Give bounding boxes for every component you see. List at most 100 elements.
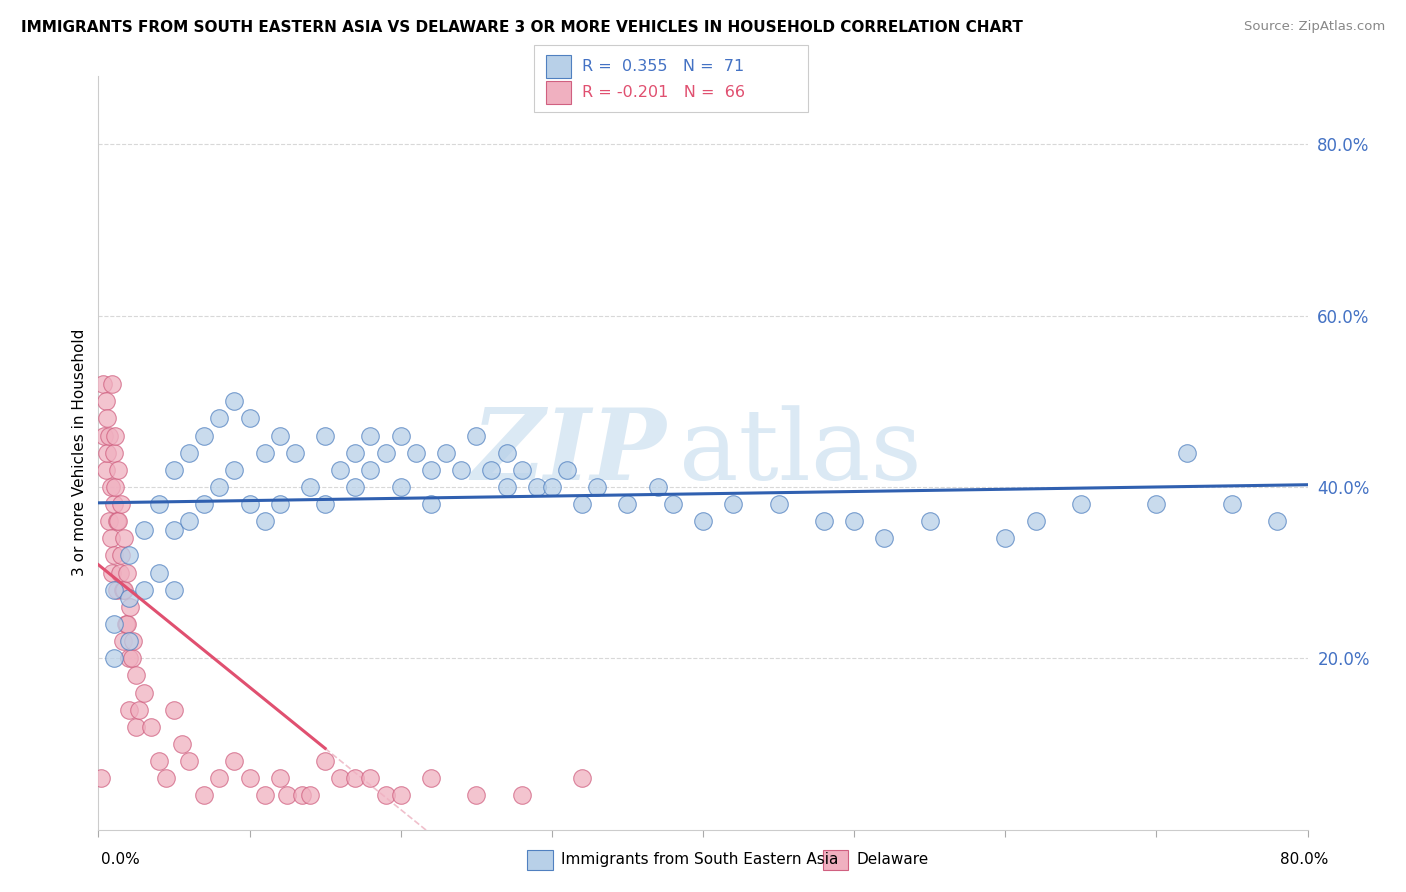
Point xyxy=(118,651,141,665)
Point xyxy=(121,651,143,665)
Point xyxy=(344,445,367,459)
Point xyxy=(224,754,246,768)
Point xyxy=(647,480,669,494)
Point xyxy=(253,514,276,528)
Point xyxy=(208,411,231,425)
Point xyxy=(170,737,193,751)
Point xyxy=(314,497,336,511)
Point xyxy=(104,480,127,494)
Point xyxy=(107,463,129,477)
Point xyxy=(253,789,276,803)
Point xyxy=(100,532,122,546)
Point xyxy=(110,549,132,563)
Point xyxy=(105,582,128,597)
Point xyxy=(276,789,298,803)
Point xyxy=(692,514,714,528)
Point xyxy=(465,789,488,803)
Text: Delaware: Delaware xyxy=(856,853,928,867)
Point xyxy=(118,634,141,648)
Point xyxy=(118,703,141,717)
Point xyxy=(540,480,562,494)
Point xyxy=(91,377,114,392)
Text: 80.0%: 80.0% xyxy=(1281,853,1329,867)
Point xyxy=(93,428,115,442)
Point xyxy=(813,514,835,528)
Point xyxy=(112,582,135,597)
Point xyxy=(555,463,578,477)
Text: IMMIGRANTS FROM SOUTH EASTERN ASIA VS DELAWARE 3 OR MORE VEHICLES IN HOUSEHOLD C: IMMIGRANTS FROM SOUTH EASTERN ASIA VS DE… xyxy=(21,20,1024,35)
Point xyxy=(571,497,593,511)
Point xyxy=(128,703,150,717)
Point xyxy=(163,703,186,717)
Point xyxy=(132,582,155,597)
Point xyxy=(125,668,148,682)
Point xyxy=(239,771,262,785)
Point xyxy=(141,720,163,734)
Point xyxy=(723,497,745,511)
Text: R =  0.355   N =  71: R = 0.355 N = 71 xyxy=(582,60,744,74)
Point xyxy=(918,514,941,528)
Y-axis label: 3 or more Vehicles in Household: 3 or more Vehicles in Household xyxy=(72,329,87,576)
Text: Immigrants from South Eastern Asia: Immigrants from South Eastern Asia xyxy=(561,853,838,867)
Text: R = -0.201   N =  66: R = -0.201 N = 66 xyxy=(582,86,745,100)
Point xyxy=(100,480,122,494)
Point xyxy=(389,480,412,494)
Point xyxy=(420,771,443,785)
Point xyxy=(374,445,396,459)
Point xyxy=(510,789,533,803)
Point xyxy=(360,428,382,442)
Point xyxy=(571,771,593,785)
Point xyxy=(389,428,412,442)
Point xyxy=(94,394,117,409)
Point xyxy=(111,582,134,597)
Point xyxy=(844,514,866,528)
Point xyxy=(420,463,443,477)
Point xyxy=(314,428,336,442)
Point xyxy=(115,617,138,632)
Point xyxy=(111,634,134,648)
Point xyxy=(269,428,291,442)
Point xyxy=(344,480,367,494)
Point xyxy=(768,497,790,511)
Point xyxy=(994,532,1017,546)
Point xyxy=(1146,497,1168,511)
Point xyxy=(360,771,382,785)
Point xyxy=(94,463,117,477)
Point xyxy=(329,771,352,785)
Point xyxy=(661,497,683,511)
Point xyxy=(132,685,155,699)
Point xyxy=(1024,514,1046,528)
Point xyxy=(108,566,131,580)
Point xyxy=(163,582,186,597)
Point xyxy=(224,463,246,477)
Point xyxy=(1175,445,1198,459)
Point xyxy=(132,523,155,537)
Point xyxy=(114,617,136,632)
Point xyxy=(344,771,367,785)
Point xyxy=(450,463,472,477)
Point xyxy=(103,497,125,511)
Point xyxy=(104,428,127,442)
Point xyxy=(360,463,382,477)
Point xyxy=(103,582,125,597)
Point xyxy=(1070,497,1092,511)
Point xyxy=(1220,497,1243,511)
Point xyxy=(291,789,314,803)
Point xyxy=(239,497,262,511)
Point xyxy=(115,566,138,580)
Point xyxy=(101,566,124,580)
Point xyxy=(98,514,121,528)
Point xyxy=(193,789,215,803)
Point xyxy=(616,497,638,511)
Point xyxy=(434,445,457,459)
Point xyxy=(118,549,141,563)
Point xyxy=(96,445,118,459)
Point xyxy=(329,463,352,477)
Point xyxy=(105,514,128,528)
Point xyxy=(120,599,142,614)
Point xyxy=(103,617,125,632)
Point xyxy=(465,428,488,442)
Point xyxy=(110,497,132,511)
Point xyxy=(118,591,141,606)
Point xyxy=(96,411,118,425)
